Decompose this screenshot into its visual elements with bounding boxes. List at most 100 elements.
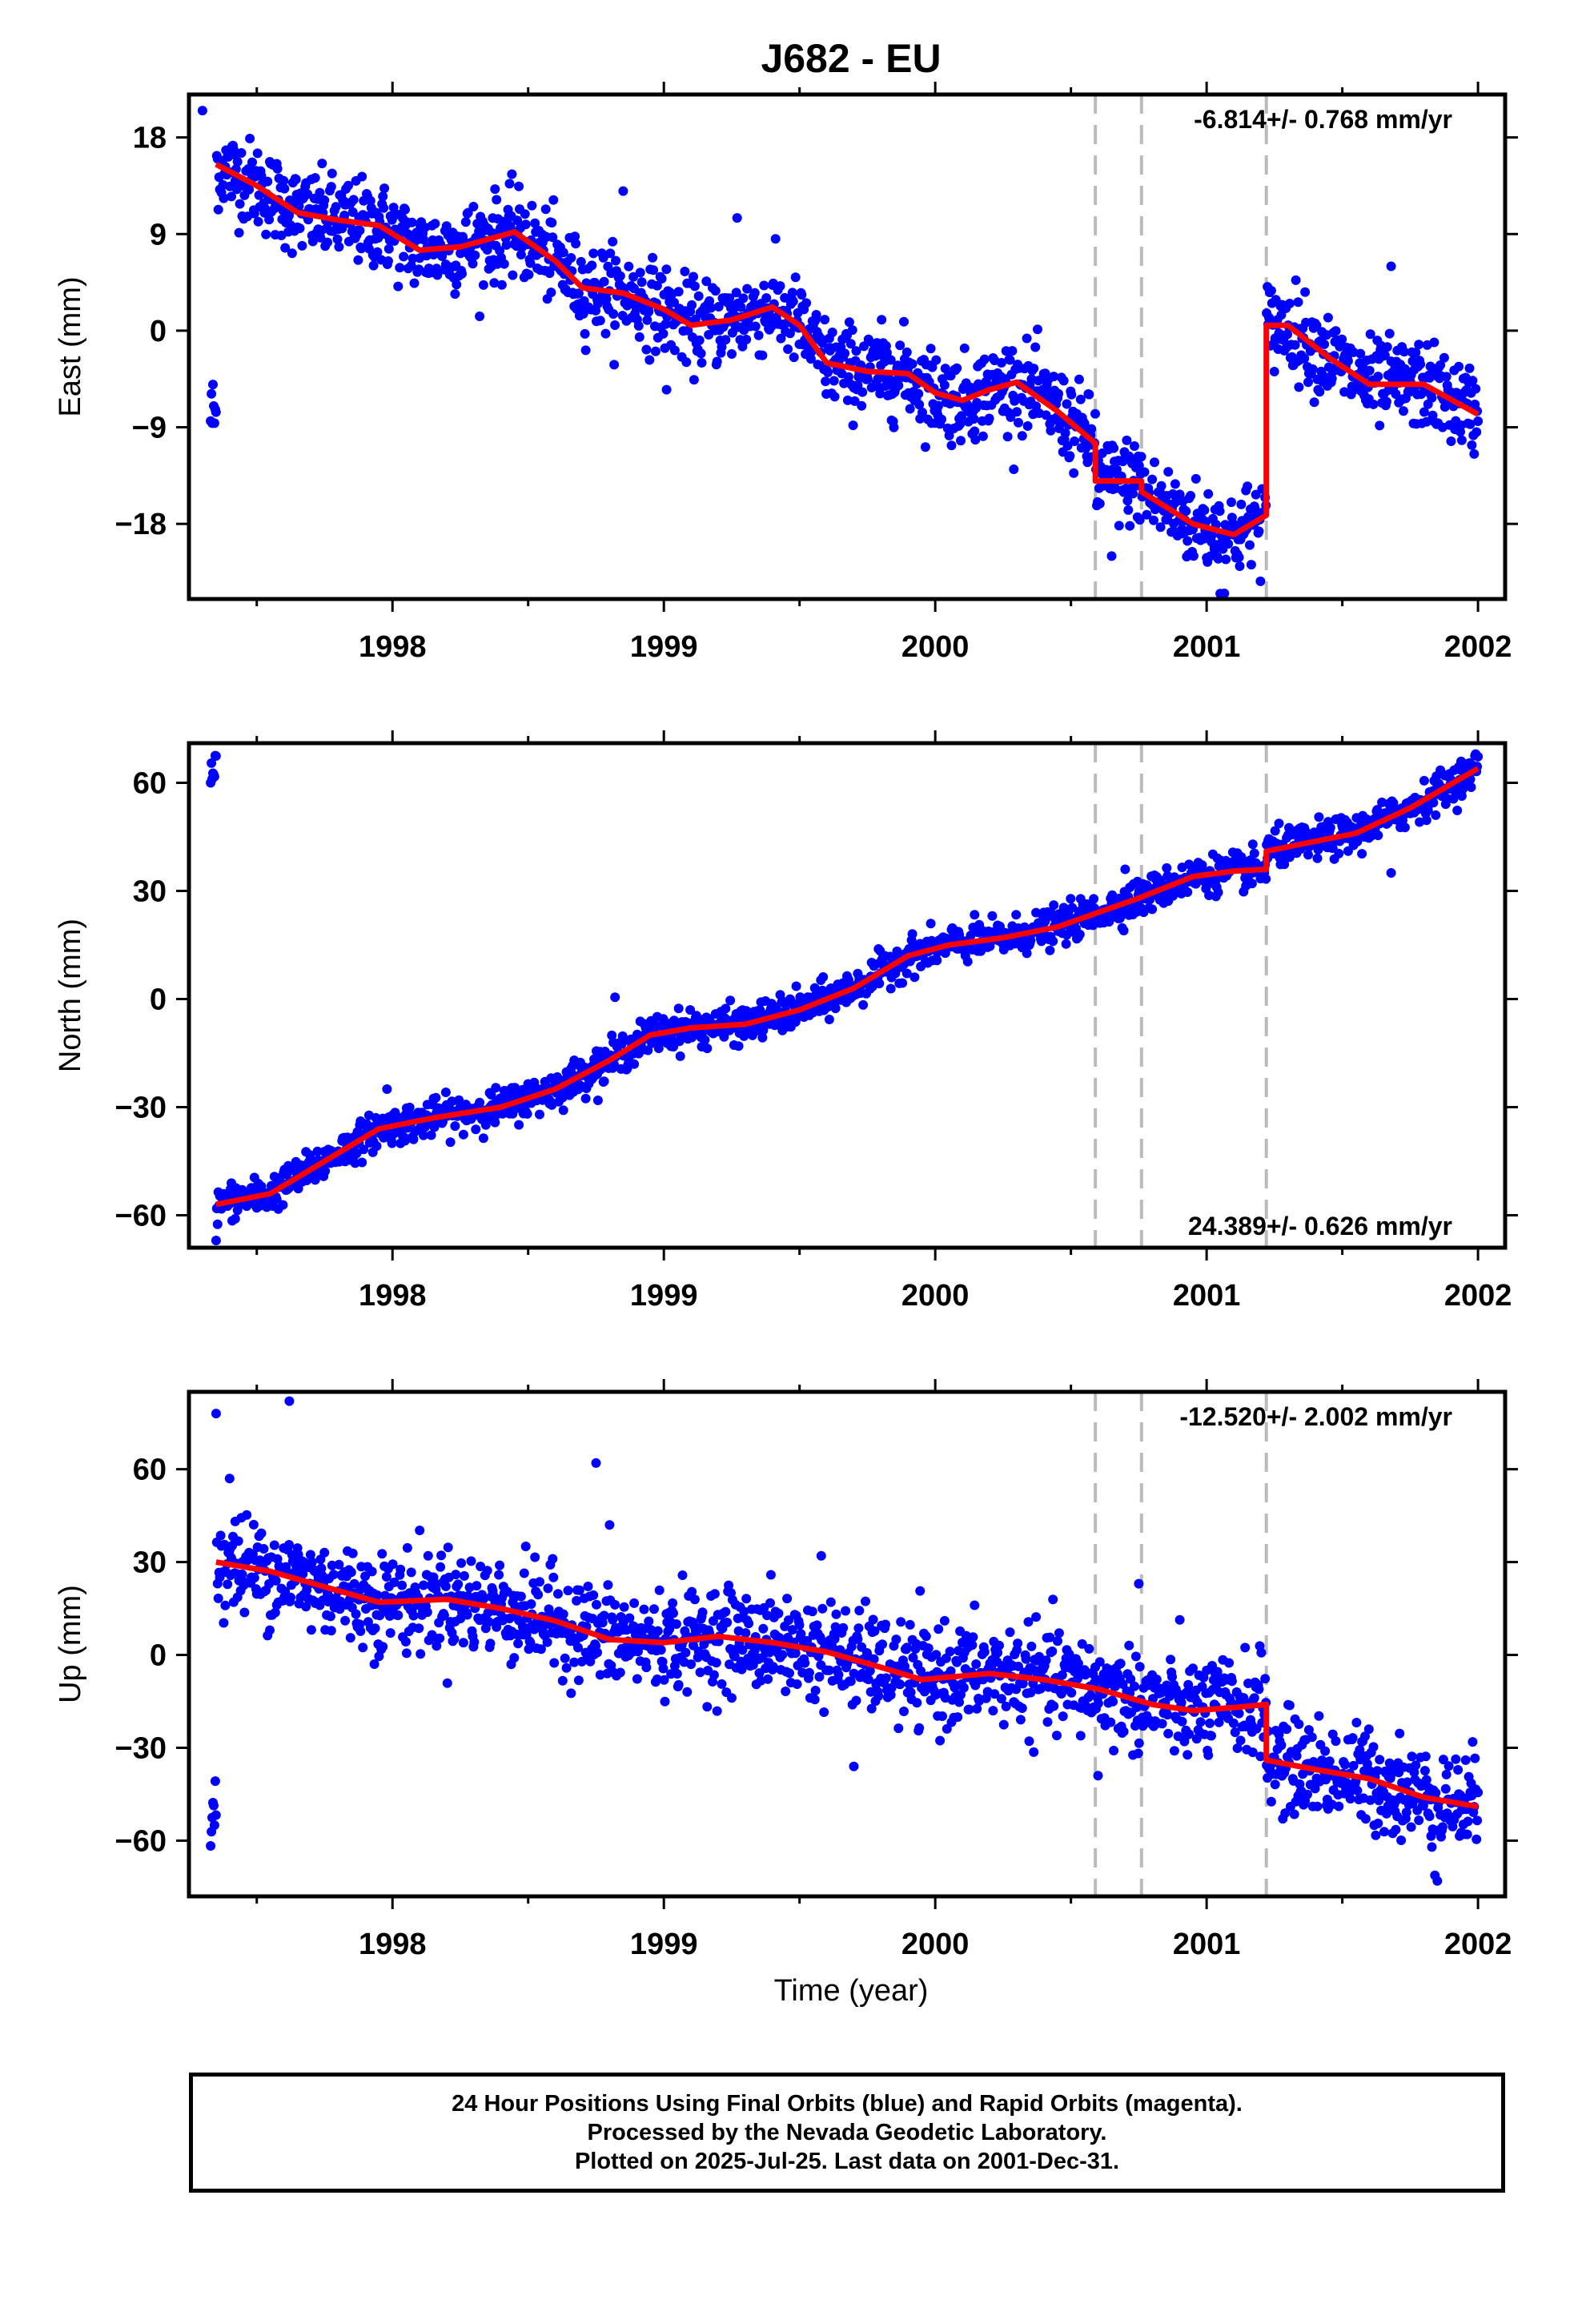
data-point bbox=[1094, 498, 1105, 509]
data-point bbox=[781, 1687, 791, 1696]
data-point bbox=[1235, 1735, 1246, 1746]
data-point bbox=[1266, 286, 1276, 296]
data-point bbox=[689, 1594, 700, 1605]
data-point bbox=[1203, 1750, 1214, 1760]
data-point bbox=[1199, 505, 1210, 515]
data-point bbox=[1245, 540, 1255, 550]
data-point bbox=[211, 751, 221, 761]
data-point bbox=[1195, 1717, 1206, 1727]
data-point bbox=[996, 358, 1006, 368]
data-point bbox=[931, 1650, 942, 1660]
data-point bbox=[940, 948, 950, 959]
data-point bbox=[1124, 451, 1134, 461]
data-point bbox=[1360, 1731, 1370, 1742]
data-point bbox=[1399, 822, 1410, 833]
data-point bbox=[1030, 342, 1041, 352]
data-point bbox=[927, 362, 938, 372]
data-point bbox=[1207, 1731, 1216, 1741]
data-point bbox=[994, 1640, 1004, 1651]
data-point bbox=[286, 1592, 295, 1602]
data-point bbox=[732, 213, 742, 223]
data-point bbox=[1402, 1777, 1412, 1787]
data-point bbox=[801, 298, 812, 308]
data-point bbox=[996, 1694, 1006, 1704]
data-point bbox=[209, 418, 219, 428]
data-point bbox=[1057, 1670, 1067, 1680]
data-point bbox=[501, 239, 512, 250]
data-point bbox=[671, 1619, 681, 1629]
data-point bbox=[449, 1634, 460, 1644]
data-point bbox=[609, 1059, 620, 1070]
data-point bbox=[969, 414, 979, 424]
data-point bbox=[476, 1562, 486, 1571]
data-point bbox=[1012, 407, 1022, 417]
data-point bbox=[905, 1619, 915, 1630]
data-point bbox=[848, 420, 858, 431]
data-point bbox=[1419, 775, 1429, 786]
data-point bbox=[399, 251, 409, 262]
data-point bbox=[197, 106, 207, 116]
data-point bbox=[310, 173, 320, 183]
data-point bbox=[1345, 1794, 1355, 1804]
data-point bbox=[758, 1623, 769, 1634]
data-point bbox=[711, 1658, 721, 1668]
data-point bbox=[1155, 522, 1166, 533]
data-point bbox=[415, 1526, 425, 1535]
data-point bbox=[971, 1659, 982, 1669]
data-point bbox=[838, 1622, 849, 1633]
data-point bbox=[644, 307, 654, 316]
data-point bbox=[580, 345, 591, 356]
data-point bbox=[1309, 397, 1319, 408]
data-point bbox=[353, 255, 363, 265]
data-point bbox=[372, 247, 383, 257]
data-point bbox=[490, 1117, 500, 1128]
data-point bbox=[1365, 329, 1375, 340]
data-point bbox=[736, 302, 746, 312]
data-point bbox=[580, 1093, 591, 1104]
data-point bbox=[1108, 1696, 1118, 1707]
data-point bbox=[494, 1570, 504, 1580]
data-point bbox=[432, 270, 443, 280]
data-point bbox=[1290, 340, 1300, 350]
data-point bbox=[563, 1586, 573, 1596]
data-point bbox=[377, 1549, 387, 1559]
data-point bbox=[303, 189, 313, 199]
time-series-chart: J682 - EU 1998 1999 2000 2001 20021890−9−18E… bbox=[54, 36, 1518, 2008]
data-point bbox=[895, 340, 905, 351]
data-point bbox=[1109, 443, 1119, 453]
data-point bbox=[934, 1624, 944, 1634]
data-point bbox=[297, 240, 307, 251]
data-point bbox=[926, 919, 936, 929]
data-point bbox=[984, 413, 994, 424]
data-point bbox=[272, 163, 283, 174]
data-point bbox=[1224, 1658, 1235, 1668]
data-point bbox=[561, 1663, 572, 1673]
data-point bbox=[492, 195, 502, 205]
data-point bbox=[775, 281, 785, 292]
data-point bbox=[370, 1623, 380, 1634]
east-model-line bbox=[215, 162, 1480, 538]
data-point bbox=[549, 1658, 560, 1668]
data-point bbox=[1215, 506, 1225, 517]
data-point bbox=[1473, 416, 1484, 426]
data-point bbox=[516, 250, 526, 259]
data-point bbox=[719, 1031, 729, 1042]
data-point bbox=[656, 1645, 666, 1655]
data-point bbox=[1147, 904, 1158, 915]
data-point bbox=[741, 1594, 752, 1604]
data-point bbox=[408, 253, 418, 263]
data-point bbox=[284, 1540, 294, 1550]
data-point bbox=[428, 250, 439, 259]
data-point bbox=[853, 1623, 864, 1634]
data-point bbox=[1276, 1740, 1287, 1751]
data-point bbox=[1355, 348, 1366, 359]
data-point bbox=[709, 1670, 719, 1680]
data-point bbox=[385, 1628, 396, 1638]
data-point bbox=[1054, 1628, 1064, 1638]
data-point bbox=[765, 1647, 774, 1658]
data-point bbox=[673, 1679, 684, 1690]
data-point bbox=[923, 1643, 934, 1654]
data-point bbox=[569, 1657, 580, 1667]
data-point bbox=[1044, 392, 1054, 402]
data-point bbox=[440, 1581, 451, 1591]
